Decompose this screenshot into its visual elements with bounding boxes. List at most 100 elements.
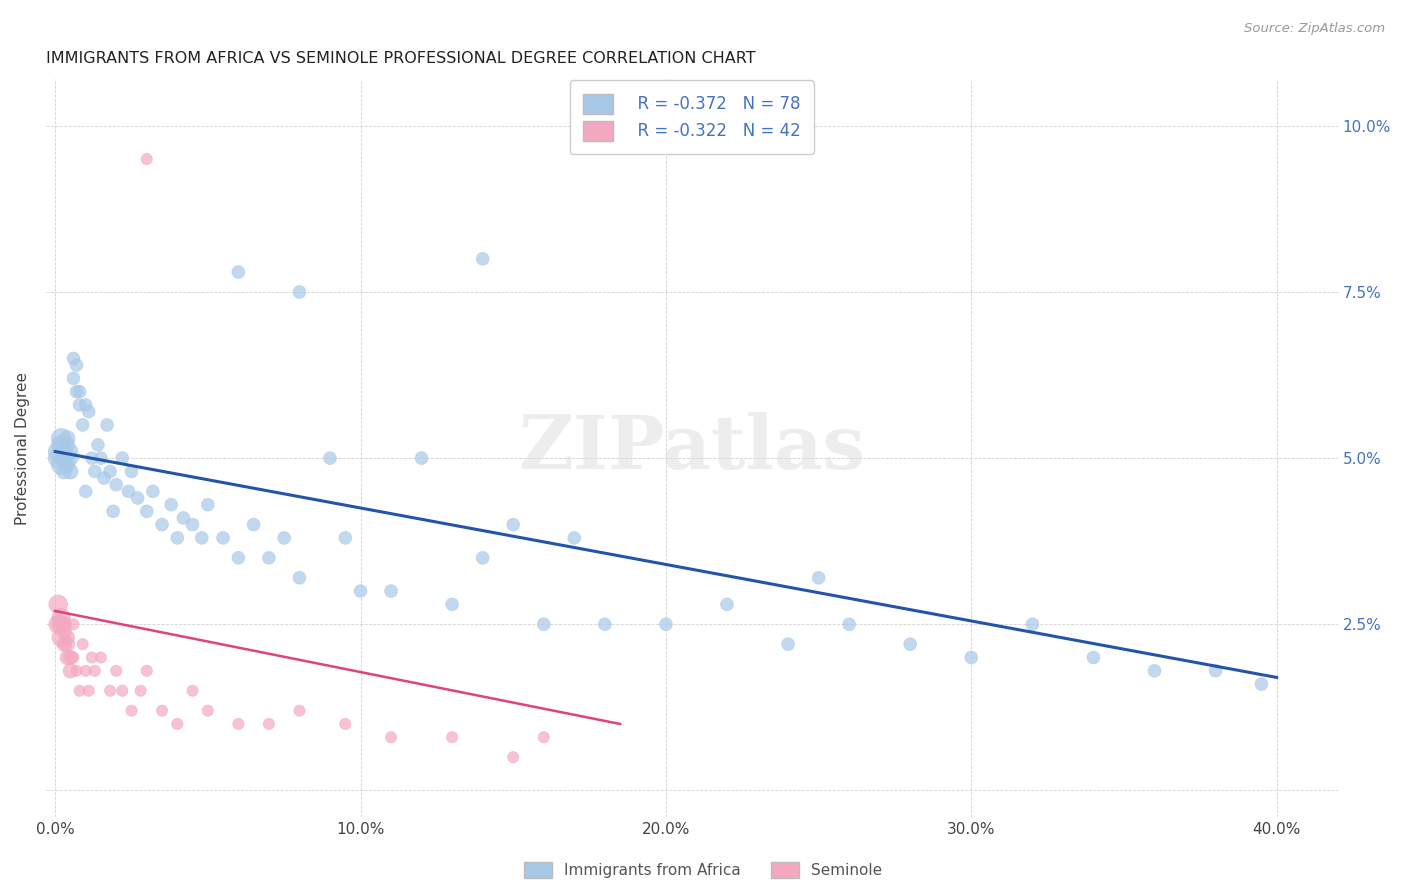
Point [593, 617, 616, 632]
Point [117, 484, 139, 499]
Point [72, 417, 94, 432]
Point [1250, 677, 1272, 691]
Point [51, 458, 73, 472]
Point [53, 451, 76, 466]
Point [160, 498, 183, 512]
Point [105, 664, 128, 678]
Point [75, 484, 97, 499]
Point [288, 285, 311, 299]
Point [288, 704, 311, 718]
Point [1205, 664, 1227, 678]
Point [166, 717, 188, 731]
Point [59, 465, 82, 479]
Point [898, 637, 921, 651]
Point [228, 265, 250, 279]
Point [288, 571, 311, 585]
Point [62, 371, 84, 385]
Point [46, 451, 69, 466]
Point [51, 610, 73, 624]
Point [51, 431, 73, 445]
Point [380, 731, 402, 745]
Point [197, 704, 219, 718]
Point [69, 683, 91, 698]
Point [51, 631, 73, 645]
Point [101, 504, 124, 518]
Point [242, 517, 264, 532]
Point [90, 650, 112, 665]
Point [562, 531, 585, 545]
Point [87, 438, 110, 452]
Text: Source: ZipAtlas.com: Source: ZipAtlas.com [1244, 22, 1385, 36]
Point [53, 465, 76, 479]
Point [1021, 617, 1043, 632]
Point [380, 584, 402, 599]
Point [69, 384, 91, 399]
Point [56, 438, 79, 452]
Point [62, 617, 84, 632]
Point [62, 351, 84, 366]
Point [190, 531, 212, 545]
Text: IMMIGRANTS FROM AFRICA VS SEMINOLE PROFESSIONAL DEGREE CORRELATION CHART: IMMIGRANTS FROM AFRICA VS SEMINOLE PROFE… [46, 51, 755, 66]
Point [56, 650, 79, 665]
Point [127, 491, 149, 505]
Point [273, 531, 295, 545]
Point [121, 704, 143, 718]
Point [212, 531, 235, 545]
Point [53, 617, 76, 632]
Point [53, 444, 76, 458]
Point [181, 517, 204, 532]
Point [59, 451, 82, 466]
Point [471, 252, 494, 266]
Point [75, 664, 97, 678]
Point [135, 664, 157, 678]
Point [121, 465, 143, 479]
Point [778, 637, 800, 651]
Point [51, 438, 73, 452]
Point [1083, 650, 1105, 665]
Point [441, 598, 464, 612]
Point [135, 152, 157, 166]
Point [65, 358, 87, 372]
Point [111, 683, 134, 698]
Legend: Immigrants from Africa, Seminole: Immigrants from Africa, Seminole [517, 856, 889, 884]
Point [349, 584, 371, 599]
Point [90, 451, 112, 466]
Point [502, 750, 524, 764]
Point [1143, 664, 1166, 678]
Point [46, 598, 69, 612]
Y-axis label: Professional Degree: Professional Degree [15, 372, 30, 524]
Point [75, 398, 97, 412]
Point [960, 650, 983, 665]
Point [335, 531, 357, 545]
Point [502, 517, 524, 532]
Point [319, 451, 342, 466]
Point [655, 617, 678, 632]
Point [80, 650, 103, 665]
Point [56, 458, 79, 472]
Point [257, 550, 280, 565]
Point [441, 731, 464, 745]
Point [46, 617, 69, 632]
Point [150, 517, 173, 532]
Point [135, 504, 157, 518]
Point [83, 465, 105, 479]
Point [533, 731, 555, 745]
Point [93, 471, 115, 485]
Point [65, 664, 87, 678]
Point [96, 417, 118, 432]
Legend:   R = -0.372   N = 78,   R = -0.322   N = 42: R = -0.372 N = 78, R = -0.322 N = 42 [569, 80, 814, 154]
Point [53, 637, 76, 651]
Point [59, 664, 82, 678]
Point [53, 624, 76, 638]
Point [77, 683, 100, 698]
Point [166, 531, 188, 545]
Point [56, 637, 79, 651]
Point [471, 550, 494, 565]
Point [98, 683, 121, 698]
Point [98, 465, 121, 479]
Point [59, 650, 82, 665]
Text: ZIPatlas: ZIPatlas [519, 412, 865, 484]
Point [257, 717, 280, 731]
Point [150, 704, 173, 718]
Point [716, 598, 738, 612]
